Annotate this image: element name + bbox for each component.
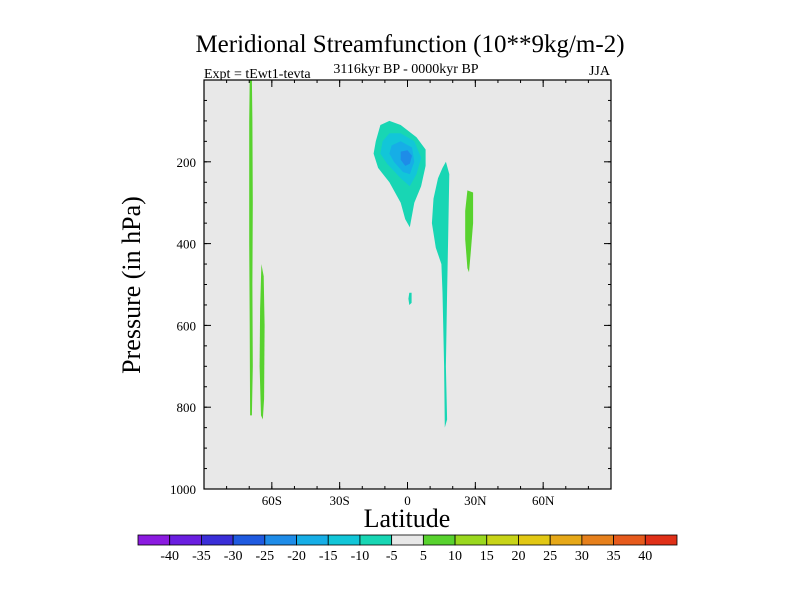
colorbar-label: 35 bbox=[607, 549, 621, 564]
y-tick-label: 600 bbox=[177, 318, 197, 333]
chart-title: Meridional Streamfunction (10**9kg/m-2) bbox=[195, 31, 624, 58]
colorbar-swatch bbox=[169, 534, 202, 546]
colorbar-swatch bbox=[137, 534, 171, 546]
x-tick-label: 30N bbox=[464, 493, 487, 508]
colorbar-swatch bbox=[296, 534, 329, 546]
colorbar-label: 5 bbox=[420, 549, 427, 564]
y-tick-label: 800 bbox=[177, 400, 197, 415]
contour-region-nh-cell-column bbox=[431, 161, 450, 428]
colorbar-swatch bbox=[454, 534, 488, 546]
axis-ticks: 60S 30S 0 30N 60N 200 400 600 800 1000 bbox=[170, 79, 612, 508]
colorbar-swatch bbox=[518, 534, 551, 546]
colorbar-swatch bbox=[232, 534, 266, 546]
colorbar-label: -30 bbox=[224, 549, 243, 564]
y-tick-label: 400 bbox=[177, 237, 197, 252]
colorbar-swatch bbox=[359, 534, 393, 546]
y-tick-label: 200 bbox=[177, 155, 197, 170]
colorbar-swatch bbox=[327, 534, 361, 546]
colorbar-swatch bbox=[644, 534, 678, 546]
colorbar-label: 15 bbox=[480, 549, 494, 564]
colorbar-label: -15 bbox=[319, 549, 338, 564]
x-tick-label: 0 bbox=[404, 493, 411, 508]
colorbar-swatch bbox=[613, 534, 646, 546]
contour-region-nh-positive-band bbox=[465, 190, 474, 273]
colorbar-label: -10 bbox=[351, 549, 370, 564]
x-axis-label: Latitude bbox=[364, 504, 451, 533]
colorbar-label: 20 bbox=[511, 549, 525, 564]
colorbar-swatch bbox=[549, 534, 583, 546]
y-axis-label: Pressure (in hPa) bbox=[117, 196, 146, 374]
colorbar-swatch bbox=[264, 534, 297, 546]
contour-region-upper-cell-core bbox=[400, 150, 412, 166]
contour-region-equator-speck bbox=[408, 292, 412, 305]
colorbar-swatch bbox=[581, 534, 614, 546]
season-label: JJA bbox=[589, 64, 611, 79]
colorbar-swatch bbox=[422, 534, 456, 546]
chart-subtitle: 3116kyr BP - 0000kyr BP bbox=[333, 62, 478, 77]
colorbar-label: -40 bbox=[160, 549, 179, 564]
colorbar-swatch bbox=[201, 534, 234, 546]
x-tick-label: 30S bbox=[330, 493, 350, 508]
colorbar-label: -5 bbox=[386, 549, 398, 564]
colorbar-label: -25 bbox=[255, 549, 274, 564]
y-tick-label: 1000 bbox=[170, 482, 196, 497]
contour-region-sh-vertical-band-b bbox=[259, 264, 265, 420]
experiment-label: Expt = tEwt1-tevta bbox=[204, 67, 311, 82]
contour-region-sh-vertical-band-a bbox=[249, 80, 253, 416]
colorbar-label: -20 bbox=[287, 549, 306, 564]
colorbar-label: 25 bbox=[543, 549, 557, 564]
x-tick-label: 60S bbox=[262, 493, 282, 508]
contour-regions bbox=[249, 80, 474, 428]
colorbar-label: 30 bbox=[575, 549, 589, 564]
colorbar-label: 40 bbox=[638, 549, 652, 564]
colorbar-swatch bbox=[486, 534, 519, 546]
colorbar-swatch bbox=[391, 534, 424, 546]
colorbar-label: -35 bbox=[192, 549, 211, 564]
x-tick-label: 60N bbox=[532, 493, 555, 508]
colorbar: -40 -35 -30 -25 -20 -15 -10 -5 5 10 15 20 25 30 35 40 bbox=[137, 534, 678, 564]
colorbar-label: 10 bbox=[448, 549, 462, 564]
